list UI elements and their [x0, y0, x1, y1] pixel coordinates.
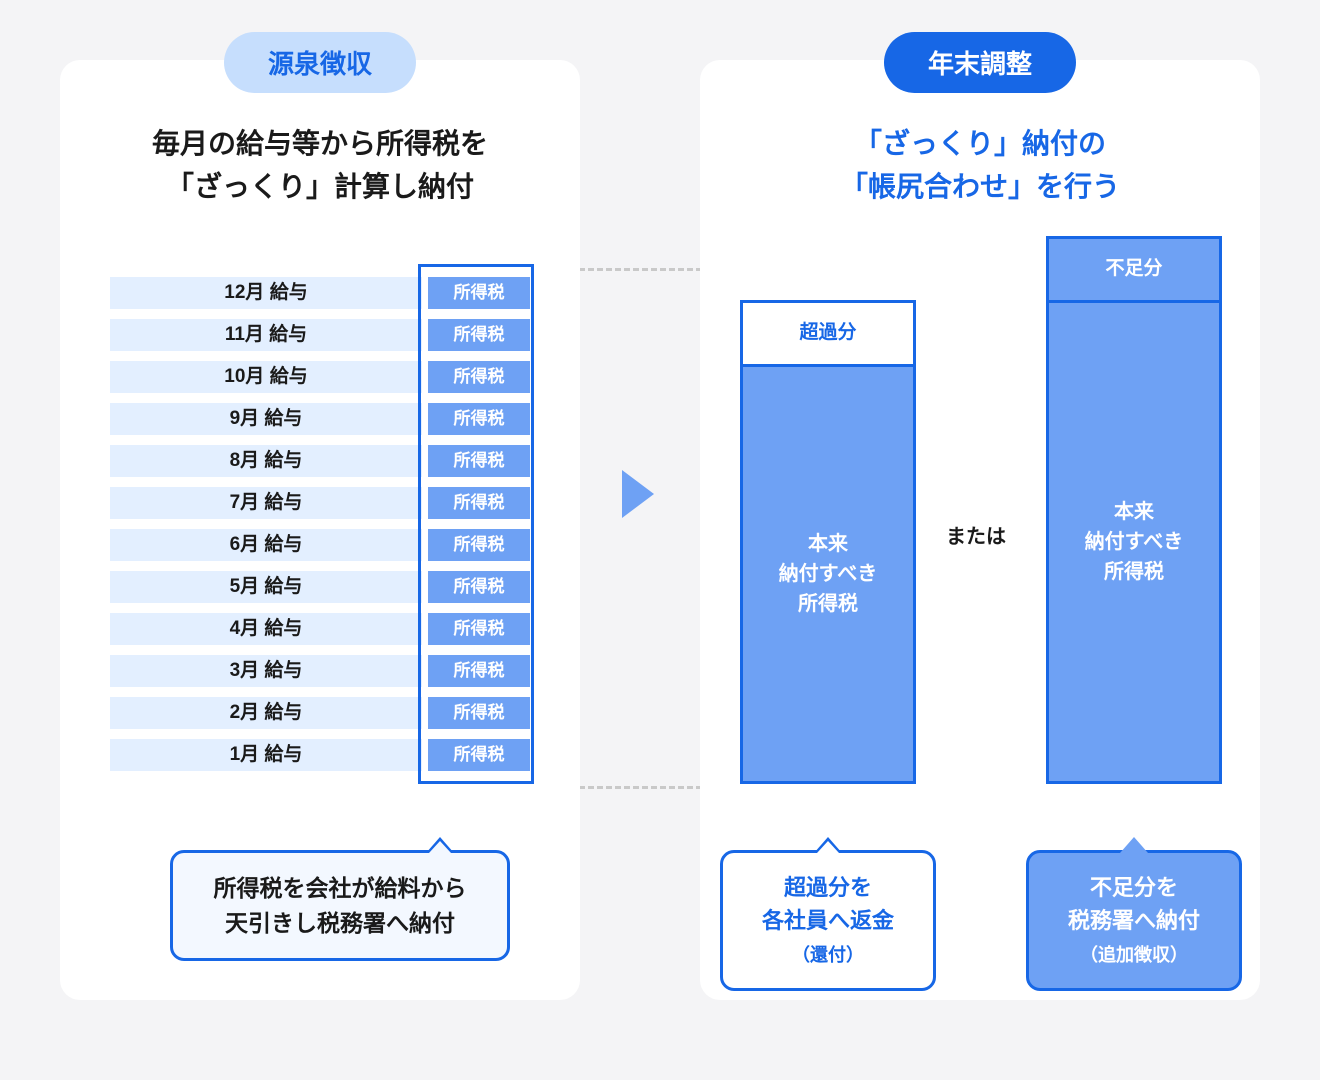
callout-line: 所得税を会社が給料から — [214, 875, 467, 901]
seg-line: 納付すべき — [779, 563, 878, 585]
panel-withholding: 源泉徴収 毎月の給与等から所得税を 「ざっくり」計算し納付 12月 給与所得税1… — [60, 60, 580, 1000]
month-tax-label: 所得税 — [428, 487, 530, 519]
callout-sub: （還付） — [792, 945, 864, 965]
seg-line: 本来 — [1114, 501, 1154, 523]
callout-refund: 超過分を 各社員へ返金 （還付） — [720, 850, 936, 991]
callout-arrow-icon — [1120, 837, 1148, 853]
month-row: 12月 給与所得税 — [110, 272, 530, 314]
month-salary-label: 2月 給与 — [110, 697, 422, 729]
month-salary-label: 12月 給与 — [110, 277, 422, 309]
month-row: 10月 給与所得税 — [110, 356, 530, 398]
month-row: 5月 給与所得税 — [110, 566, 530, 608]
month-salary-label: 6月 給与 — [110, 529, 422, 561]
bar-shortfall: 不足分 本来 納付すべき 所得税 — [1046, 236, 1222, 784]
segment-actual-tax: 本来 納付すべき 所得税 — [743, 367, 913, 781]
heading-adjustment: 「ざっくり」納付の 「帳尻合わせ」を行う — [700, 122, 1260, 209]
callout-line: 税務署へ納付 — [1068, 908, 1200, 933]
callout-sub: （追加徴収） — [1080, 945, 1188, 965]
month-salary-label: 7月 給与 — [110, 487, 422, 519]
month-tax-label: 所得税 — [428, 277, 530, 309]
heading-line: 「帳尻合わせ」を行う — [840, 171, 1120, 202]
month-salary-label: 5月 給与 — [110, 571, 422, 603]
month-salary-label: 9月 給与 — [110, 403, 422, 435]
seg-line: 所得税 — [1104, 561, 1164, 583]
badge-adjustment: 年末調整 — [884, 32, 1076, 93]
month-tax-label: 所得税 — [428, 739, 530, 771]
month-salary-label: 1月 給与 — [110, 739, 422, 771]
callout-line: 不足分を — [1090, 875, 1178, 900]
flow-arrow-icon — [622, 470, 654, 518]
month-salary-label: 10月 給与 — [110, 361, 422, 393]
month-tax-label: 所得税 — [428, 613, 530, 645]
callout-withholding-explain: 所得税を会社が給料から 天引きし税務署へ納付 — [170, 850, 510, 961]
month-rows: 12月 給与所得税11月 給与所得税10月 給与所得税9月 給与所得税8月 給与… — [110, 272, 530, 776]
month-row: 2月 給与所得税 — [110, 692, 530, 734]
month-tax-label: 所得税 — [428, 529, 530, 561]
month-tax-label: 所得税 — [428, 319, 530, 351]
segment-actual-tax: 本来 納付すべき 所得税 — [1049, 303, 1219, 781]
month-row: 9月 給与所得税 — [110, 398, 530, 440]
seg-line: 所得税 — [798, 593, 858, 615]
month-row: 8月 給与所得税 — [110, 440, 530, 482]
month-row: 11月 給与所得税 — [110, 314, 530, 356]
month-tax-label: 所得税 — [428, 571, 530, 603]
callout-arrow-icon — [814, 837, 842, 853]
seg-line: 本来 — [808, 533, 848, 555]
or-label: または — [946, 520, 1006, 549]
heading-line: 毎月の給与等から所得税を — [152, 128, 488, 159]
month-row: 1月 給与所得税 — [110, 734, 530, 776]
month-row: 4月 給与所得税 — [110, 608, 530, 650]
callout-line: 各社員へ返金 — [762, 908, 894, 933]
heading-line: 「ざっくり」納付の — [854, 128, 1106, 159]
month-salary-label: 4月 給与 — [110, 613, 422, 645]
month-salary-label: 3月 給与 — [110, 655, 422, 687]
month-tax-label: 所得税 — [428, 403, 530, 435]
callout-line: 天引きし税務署へ納付 — [225, 910, 455, 936]
callout-arrow-icon — [426, 837, 454, 853]
callout-shortfall: 不足分を 税務署へ納付 （追加徴収） — [1026, 850, 1242, 991]
badge-withholding: 源泉徴収 — [224, 32, 416, 93]
month-tax-label: 所得税 — [428, 655, 530, 687]
month-row: 3月 給与所得税 — [110, 650, 530, 692]
heading-withholding: 毎月の給与等から所得税を 「ざっくり」計算し納付 — [60, 122, 580, 209]
heading-line: 「ざっくり」計算し納付 — [166, 171, 474, 202]
month-row: 6月 給与所得税 — [110, 524, 530, 566]
month-salary-label: 8月 給与 — [110, 445, 422, 477]
month-tax-label: 所得税 — [428, 697, 530, 729]
segment-shortfall: 不足分 — [1049, 239, 1219, 303]
month-salary-label: 11月 給与 — [110, 319, 422, 351]
callout-line: 超過分を — [784, 875, 872, 900]
panel-adjustment: 年末調整 「ざっくり」納付の 「帳尻合わせ」を行う 超過分 本来 納付すべき 所… — [700, 60, 1260, 1000]
segment-overpaid: 超過分 — [743, 303, 913, 367]
month-tax-label: 所得税 — [428, 361, 530, 393]
month-tax-label: 所得税 — [428, 445, 530, 477]
month-row: 7月 給与所得税 — [110, 482, 530, 524]
seg-line: 納付すべき — [1085, 531, 1184, 553]
bar-overpaid: 超過分 本来 納付すべき 所得税 — [740, 300, 916, 784]
